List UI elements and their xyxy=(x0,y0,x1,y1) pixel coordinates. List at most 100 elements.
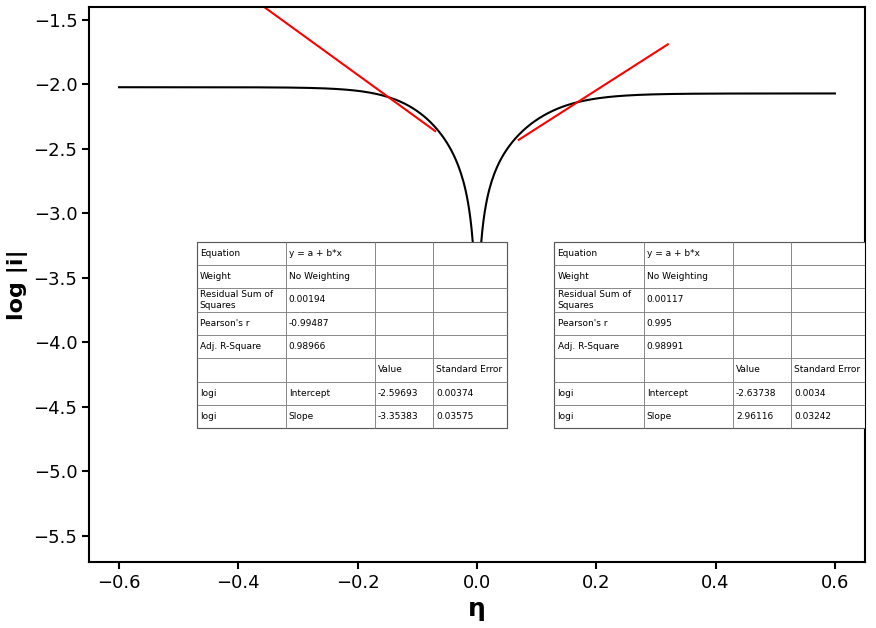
Bar xyxy=(433,335,507,358)
Bar xyxy=(791,335,865,358)
Bar xyxy=(375,311,433,335)
FancyBboxPatch shape xyxy=(555,242,865,428)
Text: Weight: Weight xyxy=(200,272,231,281)
Bar xyxy=(433,288,507,311)
Bar xyxy=(644,405,733,428)
Text: 0.995: 0.995 xyxy=(646,319,673,328)
X-axis label: η: η xyxy=(468,597,486,621)
Bar xyxy=(196,382,286,405)
Bar xyxy=(433,242,507,265)
Text: logi: logi xyxy=(200,389,216,398)
Bar xyxy=(196,335,286,358)
Bar xyxy=(555,382,644,405)
Text: Intercept: Intercept xyxy=(646,389,688,398)
Bar xyxy=(644,311,733,335)
Bar xyxy=(375,358,433,382)
Bar xyxy=(286,382,375,405)
Text: -0.99487: -0.99487 xyxy=(289,319,329,328)
Bar xyxy=(375,335,433,358)
Bar xyxy=(433,311,507,335)
Bar xyxy=(286,265,375,288)
Bar xyxy=(555,288,644,311)
Bar xyxy=(433,405,507,428)
Text: Standard Error: Standard Error xyxy=(795,365,860,374)
Text: Adj. R-Square: Adj. R-Square xyxy=(558,342,618,351)
Text: Standard Error: Standard Error xyxy=(436,365,502,374)
Text: 0.00374: 0.00374 xyxy=(436,389,473,398)
Bar xyxy=(555,335,644,358)
Bar xyxy=(733,242,791,265)
Bar xyxy=(375,288,433,311)
Text: Residual Sum of
Squares: Residual Sum of Squares xyxy=(200,290,272,310)
Text: 0.03575: 0.03575 xyxy=(436,412,474,421)
Text: y = a + b*x: y = a + b*x xyxy=(289,249,342,258)
Text: -2.59693: -2.59693 xyxy=(378,389,419,398)
Bar xyxy=(733,358,791,382)
Bar xyxy=(286,311,375,335)
Text: Residual Sum of
Squares: Residual Sum of Squares xyxy=(558,290,631,310)
Bar xyxy=(733,265,791,288)
Bar xyxy=(286,288,375,311)
Bar xyxy=(433,265,507,288)
Text: Equation: Equation xyxy=(558,249,597,258)
Text: Pearson's r: Pearson's r xyxy=(558,319,607,328)
Text: 0.0034: 0.0034 xyxy=(795,389,826,398)
Y-axis label: log |i|: log |i| xyxy=(7,249,28,320)
Bar xyxy=(791,265,865,288)
Bar xyxy=(375,265,433,288)
Text: No Weighting: No Weighting xyxy=(289,272,350,281)
Text: Intercept: Intercept xyxy=(289,389,330,398)
Bar xyxy=(555,405,644,428)
Bar xyxy=(196,265,286,288)
Bar xyxy=(733,288,791,311)
Text: Value: Value xyxy=(736,365,761,374)
Text: logi: logi xyxy=(558,412,574,421)
Text: Slope: Slope xyxy=(289,412,314,421)
Text: 0.98966: 0.98966 xyxy=(289,342,326,351)
Text: No Weighting: No Weighting xyxy=(646,272,708,281)
Bar xyxy=(433,382,507,405)
Text: Equation: Equation xyxy=(200,249,240,258)
Text: 0.00194: 0.00194 xyxy=(289,296,326,305)
Bar xyxy=(196,288,286,311)
Bar xyxy=(555,242,644,265)
Bar xyxy=(791,242,865,265)
Bar xyxy=(644,265,733,288)
Text: -2.63738: -2.63738 xyxy=(736,389,776,398)
Bar xyxy=(375,405,433,428)
Bar xyxy=(644,288,733,311)
Bar xyxy=(791,405,865,428)
Text: -3.35383: -3.35383 xyxy=(378,412,419,421)
Bar xyxy=(555,265,644,288)
Bar xyxy=(733,335,791,358)
Bar xyxy=(286,335,375,358)
Bar xyxy=(791,358,865,382)
Text: logi: logi xyxy=(200,412,216,421)
Bar xyxy=(375,242,433,265)
Bar xyxy=(791,311,865,335)
Bar xyxy=(286,405,375,428)
Text: 0.00117: 0.00117 xyxy=(646,296,684,305)
Bar xyxy=(196,358,286,382)
Text: y = a + b*x: y = a + b*x xyxy=(646,249,700,258)
Text: Value: Value xyxy=(378,365,403,374)
Bar xyxy=(196,405,286,428)
Text: Pearson's r: Pearson's r xyxy=(200,319,249,328)
Text: 0.03242: 0.03242 xyxy=(795,412,831,421)
Bar xyxy=(644,358,733,382)
Bar xyxy=(196,242,286,265)
Bar xyxy=(196,311,286,335)
Bar xyxy=(433,358,507,382)
Bar xyxy=(733,382,791,405)
Bar xyxy=(375,382,433,405)
Bar xyxy=(791,288,865,311)
Text: Slope: Slope xyxy=(646,412,672,421)
Text: 0.98991: 0.98991 xyxy=(646,342,684,351)
Bar xyxy=(555,311,644,335)
Text: Weight: Weight xyxy=(558,272,590,281)
Bar xyxy=(286,242,375,265)
Bar xyxy=(644,335,733,358)
FancyBboxPatch shape xyxy=(196,242,507,428)
Text: Adj. R-Square: Adj. R-Square xyxy=(200,342,261,351)
Text: logi: logi xyxy=(558,389,574,398)
